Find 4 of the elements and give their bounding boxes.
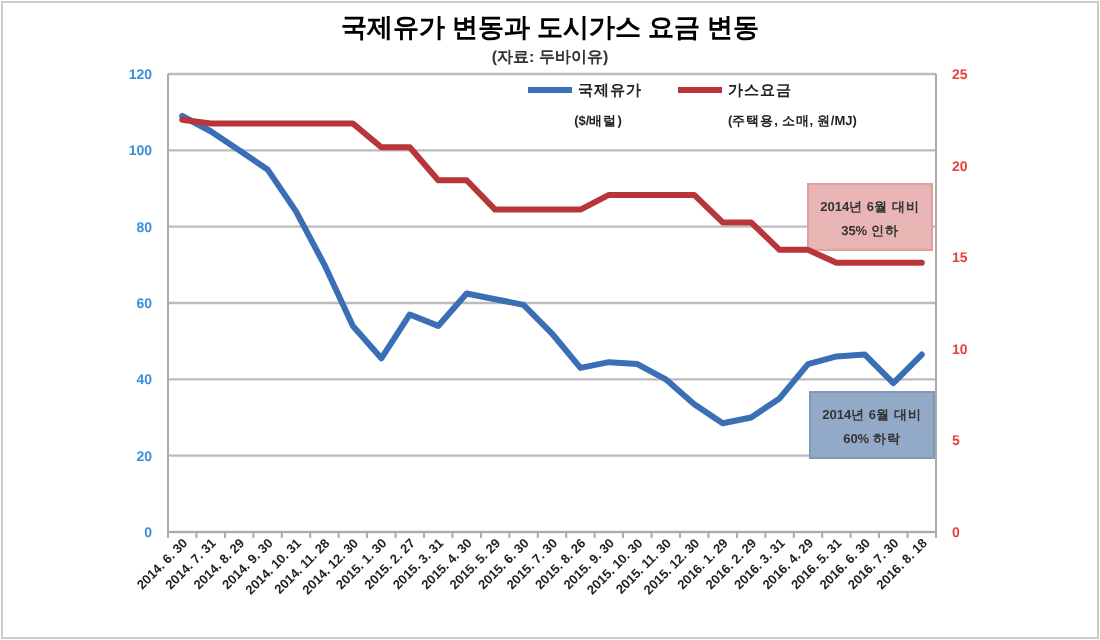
- chart-title: 국제유가 변동과 도시가스 요금 변동: [340, 12, 760, 42]
- line-series: [179, 112, 925, 427]
- chart-subtitle: (자료: 두바이유): [491, 48, 609, 66]
- line-series: [179, 116, 925, 266]
